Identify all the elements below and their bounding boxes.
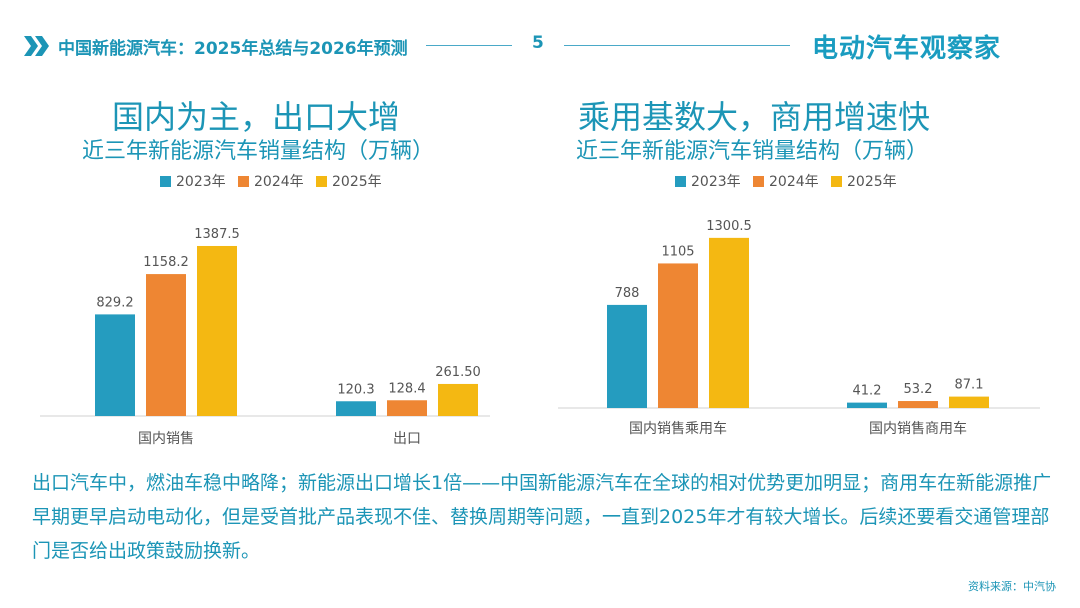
double-chevron-icon (24, 36, 49, 56)
category-label: 国内销售商用车 (869, 420, 967, 437)
bar (847, 402, 887, 408)
legend-swatch (238, 176, 249, 187)
bar (438, 383, 478, 416)
data-label: 1300.5 (706, 219, 752, 234)
header-title: 中国新能源汽车：2025年总结与2026年预测 (58, 39, 408, 59)
bar (197, 245, 237, 416)
legend-label: 2025年 (847, 174, 897, 190)
data-label: 829.2 (96, 295, 133, 310)
legend-swatch (160, 176, 171, 187)
data-label: 87.1 (955, 378, 984, 393)
legend-label: 2023年 (176, 174, 226, 190)
legend-label: 2025年 (332, 174, 382, 190)
bar (95, 314, 135, 416)
data-label: 1158.2 (143, 255, 189, 270)
legend-swatch (316, 176, 327, 187)
chart-1-subtitle: 近三年新能源汽车销量结构（万辆） (82, 139, 435, 164)
legend-label: 2024年 (769, 174, 819, 190)
bar (709, 237, 749, 408)
bar (146, 274, 186, 416)
page-number: 5 (532, 33, 544, 53)
header-divider-left (426, 45, 512, 46)
bar (336, 401, 376, 416)
legend-swatch (675, 176, 686, 187)
page-header: 中国新能源汽车：2025年总结与2026年预测 5 电动汽车观察家 (0, 0, 1080, 80)
data-label: 261.50 (435, 365, 481, 380)
brand-logo: 电动汽车观察家 (812, 34, 1002, 64)
data-label: 41.2 (853, 384, 882, 399)
data-label: 128.4 (388, 381, 425, 396)
chart-2-subtitle: 近三年新能源汽车销量结构（万辆） (576, 139, 929, 164)
data-label: 120.3 (337, 382, 374, 397)
bar (387, 400, 427, 416)
data-label: 788 (615, 286, 640, 301)
summary-text: 出口汽车中，燃油车稳中略降；新能源出口增长1倍——中国新能源汽车在全球的相对优势… (32, 472, 1052, 562)
legend-swatch (831, 176, 842, 187)
legend-swatch (753, 176, 764, 187)
data-label: 1105 (661, 244, 694, 259)
bar (658, 263, 698, 408)
data-label: 53.2 (904, 382, 933, 397)
category-label: 出口 (393, 431, 421, 447)
legend-label: 2024年 (254, 174, 304, 190)
chart-2-title: 乘用基数大，商用增速快 (578, 98, 931, 136)
legend-label: 2023年 (691, 174, 741, 190)
chart-1-title: 国内为主，出口大增 (112, 98, 401, 136)
header-divider-right (564, 45, 790, 46)
bar (607, 304, 647, 408)
source-note: 资料来源：中汽协 (968, 580, 1056, 593)
bar (949, 396, 989, 408)
category-label: 国内销售 (138, 431, 194, 447)
data-label: 1387.5 (194, 227, 240, 242)
bar (898, 401, 938, 408)
category-label: 国内销售乘用车 (629, 420, 727, 437)
